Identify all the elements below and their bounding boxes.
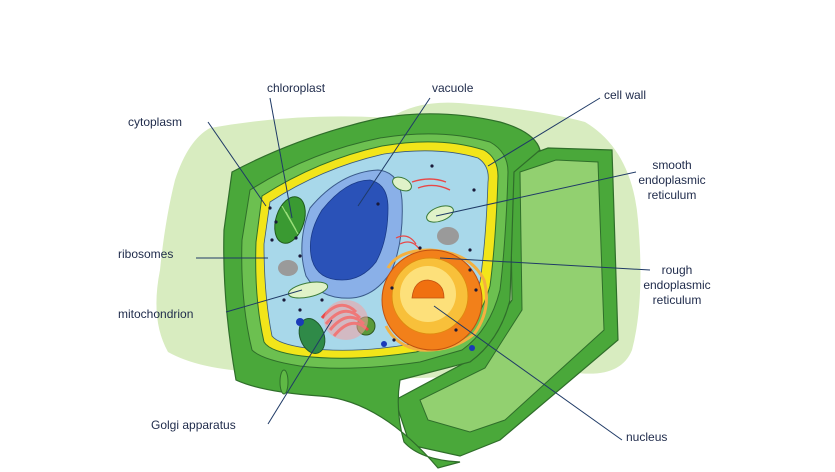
label-cell-wall: cell wall: [604, 88, 647, 102]
vesicle-gray-2: [437, 227, 459, 245]
label-ribosomes: ribosomes: [118, 247, 174, 261]
label-cytoplasm: cytoplasm: [128, 115, 183, 129]
label-vacuole: vacuole: [432, 81, 474, 95]
leader-vacuole: [357, 97, 431, 207]
blue-vesicles: [296, 318, 475, 351]
vesicle-gray-1: [278, 260, 298, 276]
chloroplast-left-grana: [281, 205, 299, 235]
mitochondrion-3: [426, 205, 454, 223]
leader-mitochondrion: [225, 289, 303, 313]
leader-smooth-er: [435, 171, 637, 217]
label-smooth-er: smooth endoplasmic reticulum: [638, 158, 706, 202]
vacuole-inner: [309, 179, 389, 281]
cell-wall-side-light: [419, 159, 605, 433]
nucleolus: [411, 279, 445, 299]
label-chloroplast: chloroplast: [267, 81, 326, 95]
leader-cytoplasm: [207, 121, 267, 207]
leader-rough-er: [439, 257, 651, 271]
label-rough-er: rough endoplasmic reticulum: [643, 263, 711, 307]
label-golgi-apparatus: Golgi apparatus: [151, 418, 236, 432]
leader-cell-wall: [487, 97, 601, 167]
smooth-er: [411, 178, 451, 191]
leader-nucleus: [433, 305, 623, 441]
chloroplast-wall: [279, 369, 289, 395]
label-nucleus: nucleus: [626, 430, 668, 444]
label-mitochondrion: mitochondrion: [118, 307, 194, 321]
mitochondrion-2: [392, 176, 412, 192]
golgi-body: [324, 300, 368, 340]
leader-golgi: [267, 319, 333, 425]
chloroplast-bottom: [298, 318, 326, 354]
ribosomes-dots: [268, 164, 478, 342]
leader-chloroplast: [269, 97, 293, 219]
